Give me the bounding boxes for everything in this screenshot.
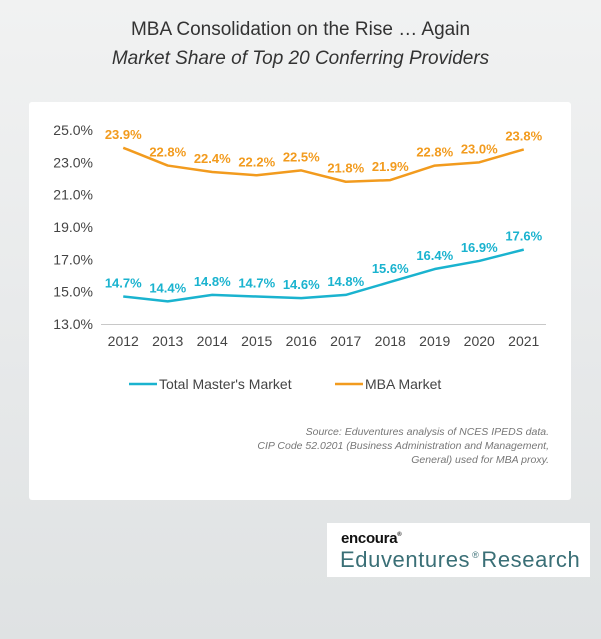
x-tick-label: 2012 — [108, 333, 139, 349]
y-tick-label: 15.0% — [53, 284, 93, 300]
data-label: 15.6% — [372, 261, 409, 276]
x-tick-label: 2015 — [241, 333, 272, 349]
data-label: 14.6% — [283, 277, 320, 292]
x-tick-label: 2013 — [152, 333, 183, 349]
data-label: 14.8% — [194, 274, 231, 289]
x-tick-label: 2018 — [375, 333, 406, 349]
x-tick-label: 2017 — [330, 333, 361, 349]
data-label: 16.4% — [416, 248, 453, 263]
source-note: Source: Eduventures analysis of NCES IPE… — [149, 425, 549, 467]
x-tick-label: 2019 — [419, 333, 450, 349]
data-label: 23.0% — [461, 141, 498, 156]
eduventures-research-wordmark: Eduventures ®Research — [340, 547, 580, 573]
data-label: 21.9% — [372, 159, 409, 174]
x-tick-label: 2021 — [508, 333, 539, 349]
legend-label: MBA Market — [365, 376, 441, 392]
y-tick-label: 23.0% — [53, 154, 93, 170]
series-line-1 — [122, 146, 525, 183]
data-label: 16.9% — [461, 240, 498, 255]
y-tick-label: 17.0% — [53, 251, 93, 267]
data-label: 14.4% — [149, 280, 186, 295]
encoura-reg-mark: ® — [397, 532, 402, 538]
research-word: Research — [481, 547, 581, 572]
data-label: 22.4% — [194, 151, 231, 166]
encoura-logo: encoura® — [341, 530, 402, 547]
data-label: 14.8% — [327, 274, 364, 289]
x-tick-label: 2014 — [197, 333, 228, 349]
data-label: 22.2% — [238, 154, 275, 169]
data-label: 14.7% — [238, 276, 275, 291]
data-label: 17.6% — [505, 229, 542, 244]
source-line-2: CIP Code 52.0201 (Business Administratio… — [257, 440, 549, 452]
eduventures-reg-mark: ® — [472, 550, 480, 560]
y-tick-label: 19.0% — [53, 219, 93, 235]
eduventures-word: Eduventures — [340, 547, 471, 572]
x-tick-label: 2020 — [464, 333, 495, 349]
legend-label: Total Master's Market — [159, 376, 292, 392]
data-label: 14.7% — [105, 276, 142, 291]
source-line-3: General) used for MBA proxy. — [411, 454, 549, 466]
data-label: 22.5% — [283, 149, 320, 164]
y-tick-label: 13.0% — [53, 316, 93, 332]
line-chart: 13.0% 15.0% 17.0% 19.0% 21.0% 23.0% 25.0% 2012 2… — [53, 122, 546, 392]
chart-card: 13.0% 15.0% 17.0% 19.0% 21.0% 23.0% 25.0% 2012 2… — [29, 102, 571, 500]
series-line-0 — [123, 248, 525, 303]
y-tick-label: 25.0% — [53, 122, 93, 138]
encoura-wordmark: encoura — [341, 530, 398, 547]
page-title: MBA Consolidation on the Rise … Again — [130, 19, 471, 40]
x-tick-label: 2016 — [286, 333, 317, 349]
data-label: 22.8% — [149, 145, 186, 160]
y-tick-label: 21.0% — [53, 187, 93, 203]
page-subtitle: Market Share of Top 20 Conferring Provid… — [111, 48, 490, 69]
eduventures-logo: encoura® Eduventures ®Research — [327, 523, 590, 577]
data-label: 22.8% — [416, 145, 453, 160]
data-label: 21.8% — [327, 161, 364, 176]
source-line-1: Source: Eduventures analysis of NCES IPE… — [305, 426, 549, 438]
data-label: 23.9% — [105, 127, 142, 142]
data-label: 23.8% — [505, 128, 542, 143]
